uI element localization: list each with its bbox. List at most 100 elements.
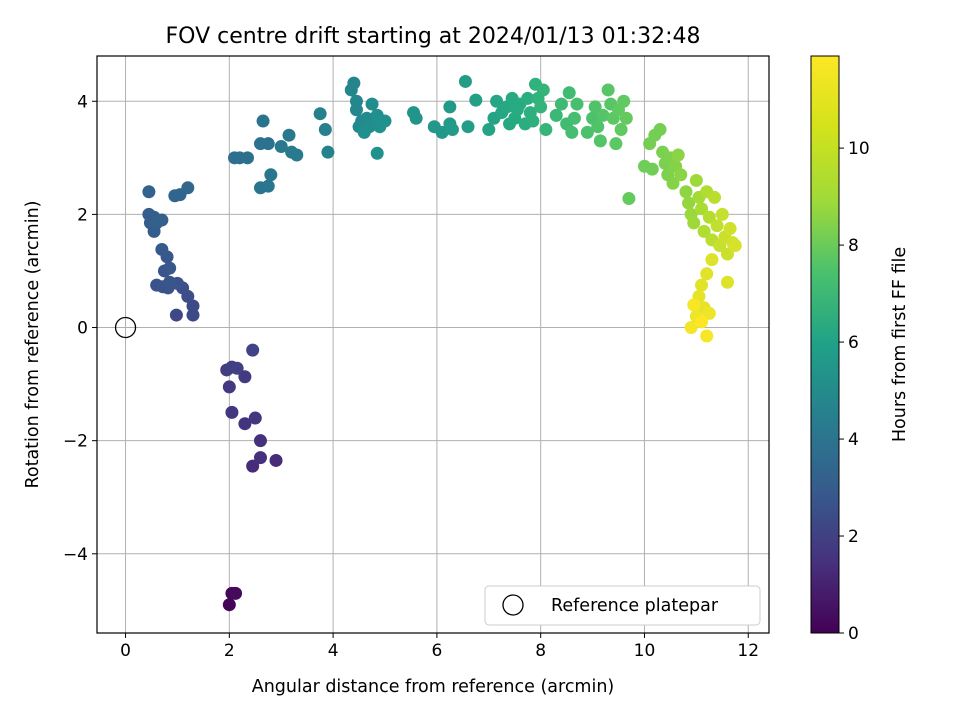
data-point <box>614 123 628 137</box>
data-point <box>687 298 701 312</box>
data-point <box>710 219 724 233</box>
data-point <box>365 97 379 111</box>
colorbar-label: Hours from first FF file <box>890 247 910 442</box>
data-point <box>163 275 177 289</box>
data-point <box>169 308 183 322</box>
legend-label: Reference platepar <box>551 596 719 616</box>
data-point <box>261 179 275 193</box>
data-point <box>695 315 709 329</box>
data-point <box>155 242 169 256</box>
data-point <box>253 434 267 448</box>
data-point <box>720 275 734 289</box>
data-point <box>435 125 449 139</box>
data-point <box>469 93 483 107</box>
data-point <box>679 185 693 199</box>
data-point <box>163 261 177 275</box>
colorbar-ticks: 0 2 4 6 8 10 <box>839 139 870 644</box>
x-tick-label: 2 <box>224 641 235 661</box>
x-tick-label: 12 <box>737 641 759 661</box>
data-point <box>619 111 633 125</box>
data-point <box>290 148 304 162</box>
x-axis-ticks: 0 2 4 6 8 10 12 <box>120 633 759 661</box>
data-point <box>282 128 296 142</box>
data-point <box>409 111 423 125</box>
data-point <box>682 196 696 210</box>
data-point <box>622 192 636 206</box>
data-point <box>222 380 236 394</box>
data-point <box>645 162 659 176</box>
data-point <box>580 125 594 139</box>
data-point <box>313 107 327 121</box>
data-point <box>549 108 563 122</box>
colorbar-tick-label: 2 <box>848 527 859 547</box>
y-tick-label: −4 <box>63 545 88 565</box>
data-point <box>609 137 623 151</box>
data-point <box>536 83 550 97</box>
data-point <box>230 361 244 375</box>
data-point <box>617 94 631 108</box>
data-point <box>222 598 236 612</box>
data-point <box>653 123 667 137</box>
data-point <box>521 91 535 105</box>
y-tick-label: 0 <box>77 319 88 339</box>
data-point <box>534 100 548 114</box>
colorbar-tick-label: 6 <box>848 333 859 353</box>
y-tick-label: −2 <box>63 432 88 452</box>
data-point <box>702 210 716 224</box>
data-point <box>588 100 602 114</box>
y-axis-label: Rotation from reference (arcmin) <box>23 201 43 489</box>
data-point <box>321 145 335 159</box>
colorbar-tick-label: 10 <box>848 139 870 159</box>
colorbar-tick-label: 8 <box>848 236 859 256</box>
data-point <box>186 308 200 322</box>
data-point <box>567 111 581 125</box>
data-point <box>591 120 605 134</box>
data-point <box>370 146 384 160</box>
data-point <box>700 329 714 343</box>
data-point <box>700 267 714 281</box>
data-point <box>728 239 742 253</box>
data-point <box>181 181 195 195</box>
data-point <box>269 453 283 467</box>
legend-box <box>484 585 761 626</box>
data-point <box>570 97 584 111</box>
data-point <box>593 134 607 148</box>
data-point <box>482 123 496 137</box>
grid <box>97 56 769 633</box>
data-point <box>695 278 709 292</box>
data-point <box>445 123 459 137</box>
data-point <box>705 253 719 267</box>
data-point <box>142 185 156 199</box>
data-point <box>318 123 332 137</box>
data-point <box>256 114 270 128</box>
data-point <box>150 278 164 292</box>
data-point <box>720 247 734 261</box>
data-point <box>238 370 252 384</box>
data-point <box>229 586 243 600</box>
y-tick-label: 2 <box>77 205 88 225</box>
data-point <box>357 125 371 139</box>
data-point <box>347 76 361 90</box>
data-point <box>461 120 475 134</box>
data-point <box>349 103 363 117</box>
colorbar-gradient <box>810 55 840 634</box>
data-point <box>261 137 275 151</box>
data-point <box>458 74 472 88</box>
data-point <box>539 123 553 137</box>
data-point <box>246 459 260 473</box>
data-point <box>225 405 239 419</box>
data-point <box>562 86 576 100</box>
data-point <box>702 306 716 320</box>
plot-frame <box>96 55 770 634</box>
data-point <box>526 114 540 128</box>
data-point <box>240 151 254 165</box>
data-point <box>697 224 711 238</box>
data-point <box>264 168 278 182</box>
data-point <box>695 202 709 216</box>
x-axis-label: Angular distance from reference (arcmin) <box>252 677 615 697</box>
data-point <box>155 213 169 227</box>
x-tick-label: 10 <box>634 641 656 661</box>
legend: Reference platepar <box>484 585 761 626</box>
data-point <box>246 343 260 357</box>
data-point <box>689 173 703 187</box>
